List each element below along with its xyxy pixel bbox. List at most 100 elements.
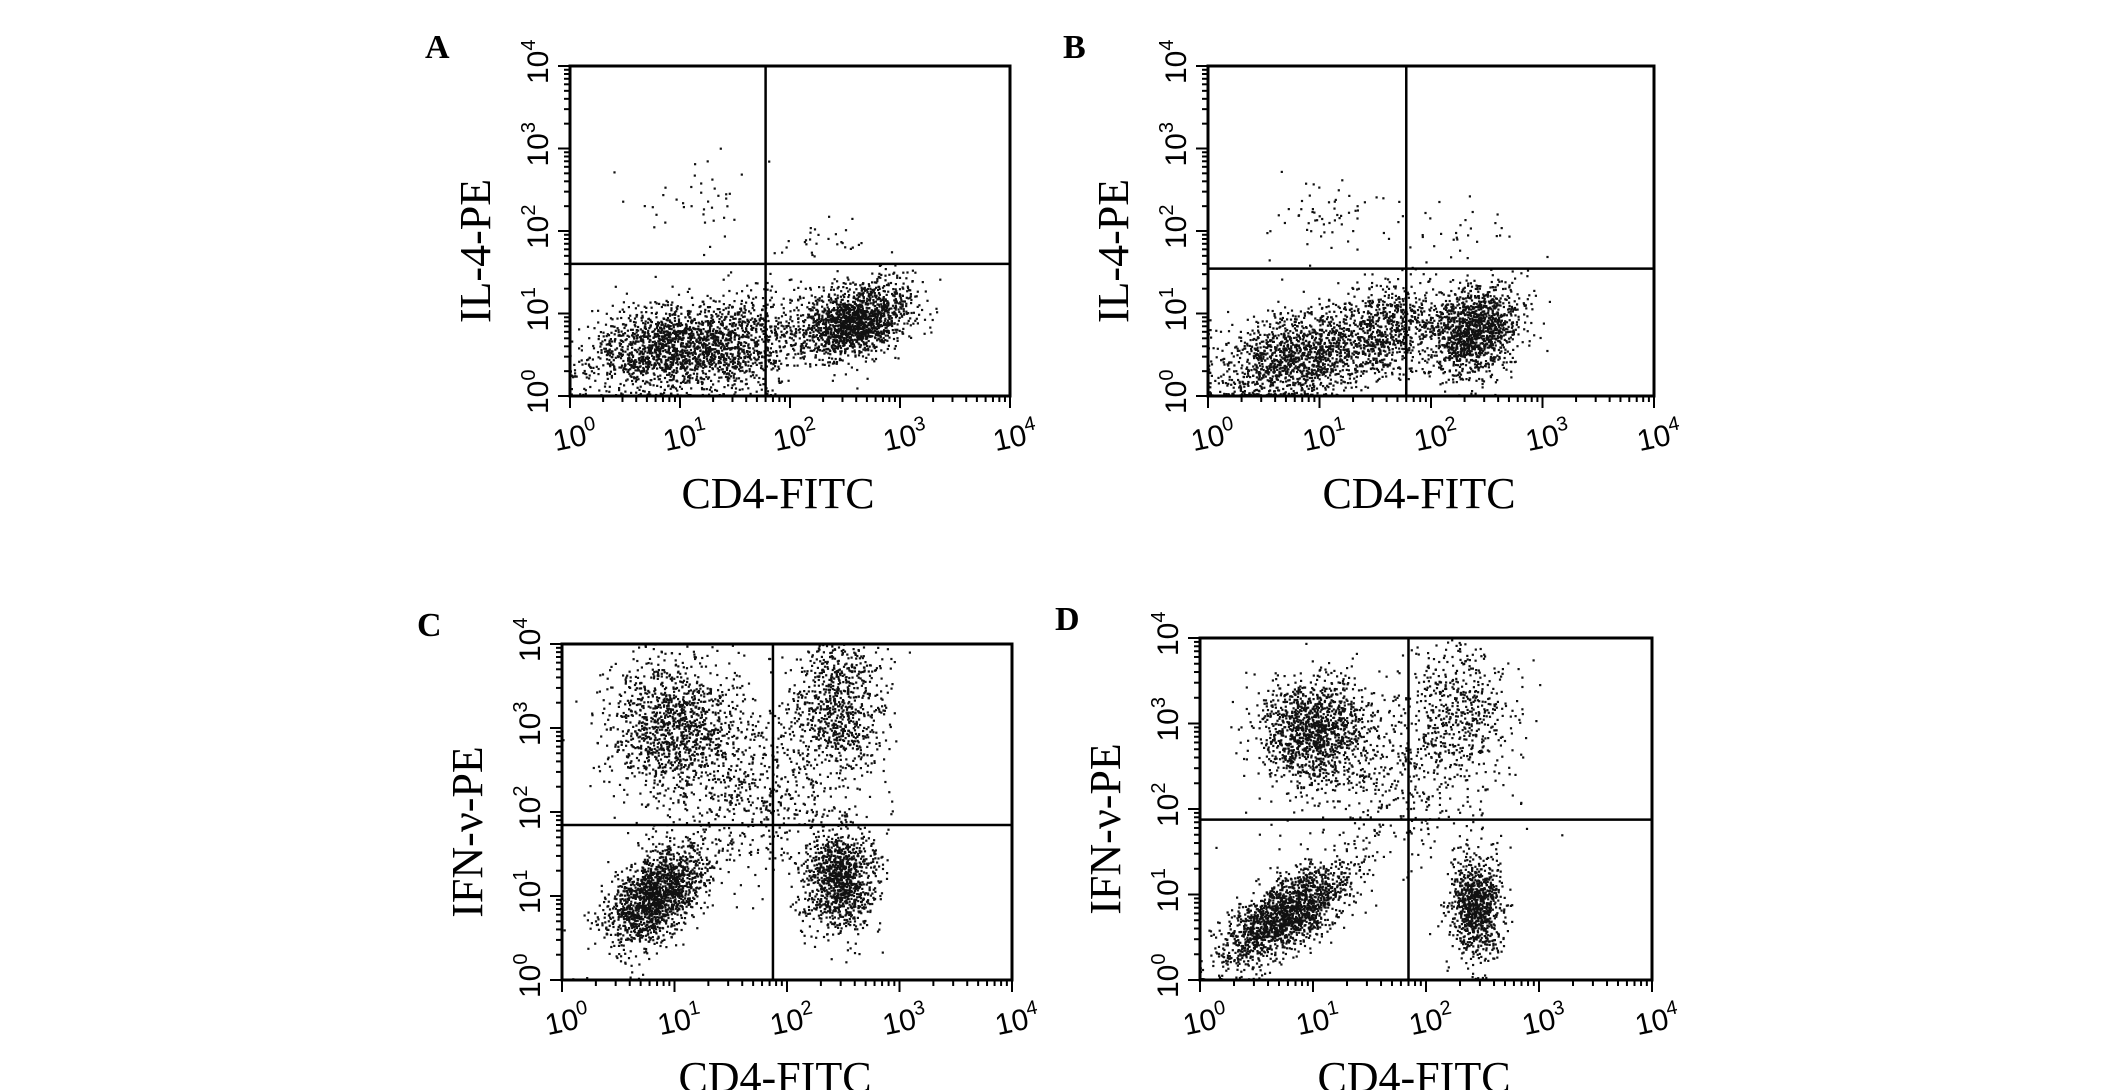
event-point <box>939 278 942 281</box>
event-point <box>743 315 746 318</box>
event-point <box>1275 378 1278 381</box>
event-point <box>702 213 705 216</box>
event-point <box>851 320 854 323</box>
event-point <box>686 349 689 352</box>
event-point <box>775 336 779 339</box>
event-point <box>655 213 658 216</box>
event-point <box>882 289 885 293</box>
event-point <box>1275 376 1278 380</box>
event-point <box>743 356 746 360</box>
event-point <box>885 310 888 313</box>
event-point <box>1360 389 1363 392</box>
event-point <box>861 323 864 326</box>
event-point <box>892 337 896 341</box>
event-point <box>1243 347 1246 350</box>
event-point <box>618 366 621 369</box>
event-point <box>602 335 605 338</box>
event-point <box>729 319 732 322</box>
event-point <box>1258 377 1261 380</box>
event-point <box>710 390 713 393</box>
event-point <box>762 305 765 308</box>
event-point <box>735 377 738 380</box>
event-point <box>723 370 726 374</box>
event-point <box>673 358 676 361</box>
event-point <box>915 295 918 298</box>
event-point <box>646 368 649 371</box>
event-point <box>1284 330 1287 333</box>
event-point <box>1221 380 1224 383</box>
event-point <box>604 339 607 342</box>
event-point <box>681 380 684 384</box>
event-point <box>898 329 901 332</box>
event-point <box>747 346 750 349</box>
event-point <box>1285 370 1288 373</box>
event-point <box>740 348 743 351</box>
event-point <box>1268 355 1272 358</box>
tick-base: 10 <box>770 419 810 458</box>
event-point <box>1285 380 1288 383</box>
event-point <box>631 373 634 376</box>
event-point <box>770 362 773 365</box>
event-point <box>851 345 854 348</box>
event-point <box>1313 331 1316 334</box>
event-point <box>662 194 665 197</box>
event-point <box>1307 356 1310 359</box>
event-point <box>792 344 795 347</box>
event-point <box>789 310 792 313</box>
event-point <box>737 377 741 380</box>
event-point <box>1273 314 1276 317</box>
event-point <box>677 320 681 323</box>
event-point <box>1266 357 1269 360</box>
event-point <box>802 334 805 337</box>
tick-exponent: 2 <box>802 413 817 437</box>
event-point <box>647 321 650 324</box>
event-point <box>830 331 833 334</box>
event-point <box>737 334 740 337</box>
event-point <box>610 331 613 334</box>
event-point <box>851 350 854 353</box>
event-point <box>836 306 839 309</box>
event-point <box>694 364 697 367</box>
event-point <box>648 327 651 330</box>
event-point <box>697 355 700 358</box>
event-point <box>833 293 836 296</box>
event-point <box>892 313 895 316</box>
event-point <box>1283 332 1286 335</box>
x-tick-label: 100 <box>549 413 600 458</box>
event-point <box>842 327 845 330</box>
event-point <box>1331 392 1334 395</box>
event-point <box>848 324 851 327</box>
event-point <box>749 318 752 321</box>
event-point <box>891 329 894 332</box>
event-point <box>874 315 878 318</box>
event-point <box>1280 333 1283 336</box>
event-point <box>721 335 725 339</box>
event-point <box>737 321 740 324</box>
event-point <box>1368 299 1371 303</box>
event-point <box>848 307 852 310</box>
event-point <box>1315 374 1318 377</box>
event-point <box>893 295 896 298</box>
event-point <box>899 312 902 315</box>
event-point <box>1267 392 1270 395</box>
event-point <box>720 376 723 379</box>
event-point <box>1337 305 1340 308</box>
event-point <box>893 310 896 313</box>
event-point <box>847 312 850 315</box>
event-point <box>677 329 680 333</box>
event-point <box>812 315 815 318</box>
event-point <box>918 304 921 307</box>
event-point <box>710 337 713 340</box>
event-point <box>693 347 696 350</box>
event-point <box>839 321 842 324</box>
event-point <box>697 325 700 328</box>
event-point <box>640 372 643 375</box>
event-point <box>1302 327 1305 330</box>
event-point <box>688 358 691 361</box>
event-point <box>588 374 591 377</box>
event-point <box>1370 332 1373 335</box>
event-point <box>1331 318 1334 321</box>
event-point <box>853 349 856 352</box>
event-point <box>703 388 706 391</box>
event-point <box>1306 335 1309 338</box>
